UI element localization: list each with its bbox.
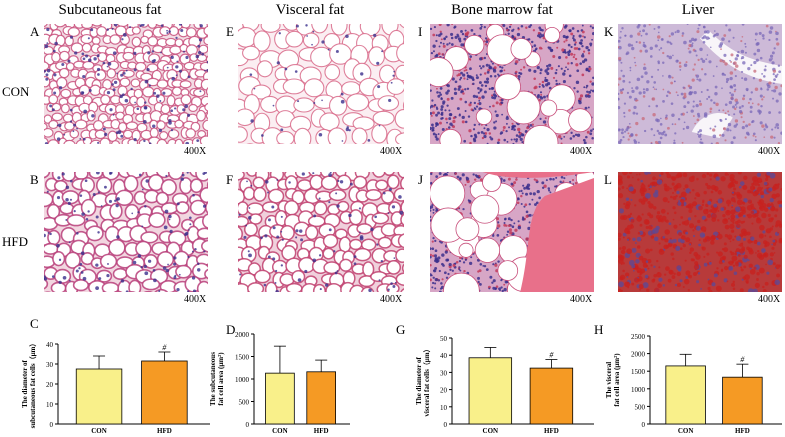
- magnification-label-a: 400X: [184, 146, 207, 157]
- chart-c: 0 10 20 30 40 The diameter of subcutaneous fat…: [21, 340, 210, 435]
- panel-letter-a: A: [30, 24, 40, 39]
- y-tick-label-d-0: 0: [246, 421, 250, 429]
- micrograph-subcutaneous-hfd: [44, 172, 208, 292]
- y-tick-label-g-3: 30: [440, 369, 448, 377]
- magnification-label-f: 400X: [380, 294, 403, 305]
- y-tick-label-h-3: 1500: [631, 368, 646, 376]
- micrograph-liver-con: [618, 24, 782, 144]
- panel-letter-g: G: [396, 322, 406, 337]
- y-tick-label-d-3: 1500: [235, 354, 250, 362]
- chart-h: 0 500 1000 1500 2000 2500 The visceral fat cell…: [605, 333, 782, 435]
- x-tick-label-h-1: HFD: [735, 427, 750, 435]
- x-tick-label-g-0: CON: [483, 427, 499, 435]
- panel-letter-e: E: [226, 24, 234, 39]
- magnification-label-i: 400X: [570, 146, 593, 157]
- significance-mark-h-1: #: [740, 355, 745, 364]
- bar-h-con: [665, 365, 706, 425]
- magnification-label-l: 400X: [758, 294, 781, 305]
- micrograph-bone-marrow-con: [430, 24, 594, 144]
- bar-g-hfd: [529, 367, 574, 425]
- magnification-label-j: 400X: [570, 294, 593, 305]
- significance-mark-g-1: #: [549, 351, 554, 360]
- micrograph-bone-marrow-hfd: [430, 172, 594, 292]
- panel-letter-i: I: [418, 24, 423, 39]
- bar-g-con: [468, 357, 513, 425]
- y-tick-label-d-2: 1000: [235, 376, 250, 384]
- magnification-label-k: 400X: [758, 146, 781, 157]
- bar-h-hfd: [722, 376, 763, 425]
- y-tick-label-g-0: 0: [444, 421, 448, 429]
- chart-g: 0 10 20 30 40 50 The diameter of visceral fat c…: [415, 335, 594, 435]
- bar-c-hfd: [141, 360, 188, 425]
- y-axis-label-g-0: The diameter of: [415, 356, 423, 404]
- y-tick-label-h-0: 0: [642, 421, 646, 429]
- panel-letter-c: C: [30, 316, 39, 331]
- y-axis-label-d-0: The subcutaneous: [209, 352, 217, 406]
- magnification-label-b: 400X: [184, 294, 207, 305]
- panel-letter-j: J: [418, 172, 424, 187]
- significance-mark-c-1: #: [162, 343, 167, 352]
- x-tick-label-d-0: CON: [272, 427, 288, 435]
- y-axis-label-g-1: visceral fat cells（μm）: [423, 345, 431, 416]
- row-label-con: CON: [2, 84, 30, 99]
- x-tick-label-h-0: CON: [678, 427, 694, 435]
- y-tick-label-c-3: 30: [46, 361, 54, 369]
- panel-letter-b: B: [30, 172, 39, 187]
- magnification-label-e: 400X: [380, 146, 403, 157]
- y-tick-label-g-5: 50: [440, 335, 448, 343]
- y-tick-label-h-4: 2000: [631, 351, 646, 359]
- column-title-visceral: Visceral fat: [275, 2, 345, 18]
- x-tick-label-d-1: HFD: [314, 427, 329, 435]
- y-tick-label-c-4: 40: [46, 341, 54, 349]
- panel-letter-f: F: [226, 172, 234, 187]
- y-tick-label-c-2: 20: [46, 381, 54, 389]
- bar-d-hfd: [306, 371, 336, 425]
- y-tick-label-d-1: 500: [239, 399, 250, 407]
- panel-letter-h: H: [594, 322, 604, 337]
- x-tick-label-c-0: CON: [91, 427, 107, 435]
- y-tick-label-g-2: 20: [440, 387, 448, 395]
- y-axis-label-c-0: The diameter of: [21, 359, 29, 407]
- x-tick-label-c-1: HFD: [157, 427, 172, 435]
- row-label-hfd: HFD: [2, 234, 29, 249]
- y-tick-label-c-1: 10: [46, 401, 54, 409]
- y-tick-label-h-2: 1000: [631, 386, 646, 394]
- panel-letter-d: D: [226, 322, 236, 337]
- y-tick-label-g-1: 10: [440, 404, 448, 412]
- y-axis-label-h-1: fat cell area (μm²): [613, 353, 621, 407]
- micrograph-liver-hfd: [618, 172, 782, 292]
- y-tick-label-c-0: 0: [50, 421, 54, 429]
- x-tick-label-g-1: HFD: [544, 427, 559, 435]
- bar-c-con: [75, 368, 123, 425]
- y-tick-label-h-5: 2500: [631, 333, 646, 341]
- bar-d-con: [265, 372, 295, 425]
- y-tick-label-d-4: 2000: [235, 331, 250, 339]
- micrograph-visceral-con: [238, 24, 404, 144]
- y-axis-label-c-1: subcutaneous fat cells（μm）: [29, 340, 37, 429]
- y-tick-label-h-1: 500: [635, 403, 646, 411]
- column-title-bone-marrow: Bone marrow fat: [451, 2, 553, 18]
- panel-letter-l: L: [604, 172, 612, 187]
- micrograph-subcutaneous-con: [44, 24, 208, 144]
- y-axis-label-h-0: The visceral: [605, 362, 613, 398]
- micrograph-visceral-hfd: [238, 172, 404, 292]
- y-tick-label-g-4: 40: [440, 352, 448, 360]
- chart-d: 0 500 1000 1500 2000 The subcutaneous fat cell…: [209, 331, 350, 435]
- y-axis-label-d-1: fat cell area (μm²): [217, 352, 225, 406]
- panel-letter-k: K: [604, 24, 614, 39]
- column-title-liver: Liver: [681, 2, 715, 18]
- column-title-subcutaneous: Subcutaneous fat: [58, 2, 162, 18]
